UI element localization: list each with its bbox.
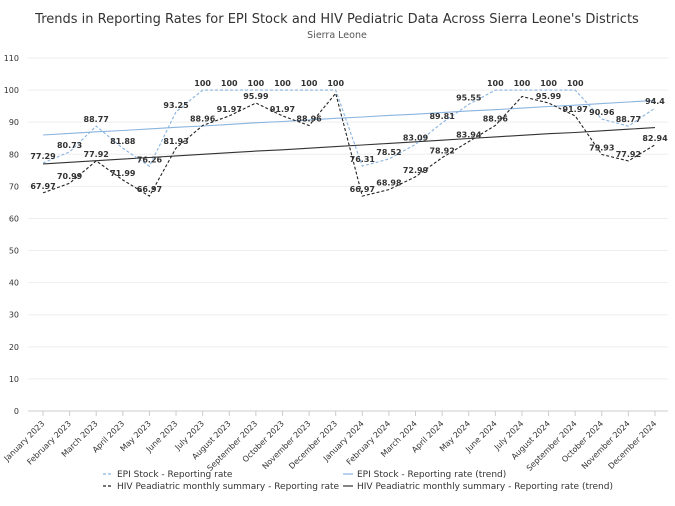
epi-data-label: 88.77 [84, 115, 109, 124]
epi-data-label: 100 [327, 79, 344, 88]
hiv-data-label: 72.99 [403, 166, 429, 175]
series-layer [42, 89, 656, 197]
hiv-data-label: 66.97 [137, 185, 162, 194]
hiv-data-label: 71.99 [110, 169, 136, 178]
y-tick-label: 60 [9, 214, 19, 223]
hiv-data-label: 95.99 [536, 92, 562, 101]
legend-hiv-pediatric-trend-label: HIV Peadiatric monthly summary - Reporti… [357, 482, 613, 492]
epi-data-label: 100 [514, 79, 531, 88]
epi-data-label: 100 [221, 79, 238, 88]
hiv-data-label: 91.97 [270, 105, 295, 114]
hiv-data-label: 70.99 [57, 172, 83, 181]
epi-stock-line [42, 89, 656, 168]
y-tick-label: 90 [9, 118, 19, 127]
x-tick-label: December 2023 [287, 419, 339, 471]
y-tick-label: 70 [9, 182, 19, 191]
hiv-data-label: 95.99 [243, 92, 269, 101]
epi-data-label: 83.09 [403, 133, 429, 142]
x-tick-label: November 2023 [261, 419, 313, 471]
hiv-pediatric-line [42, 92, 656, 197]
chart-subtitle: Sierra Leone [307, 30, 367, 41]
hiv-data-label: 91.97 [563, 105, 588, 114]
hiv-data-label: 82.94 [642, 134, 668, 143]
hiv-data-label: 88.96 [296, 115, 322, 124]
legend-epi-stock-label: EPI Stock - Reporting rate [117, 470, 233, 480]
grid-layer [28, 57, 668, 412]
hiv-data-label: 67.97 [30, 182, 55, 191]
epi-data-label: 76.26 [137, 155, 163, 164]
hiv-data-label: 68.98 [376, 179, 402, 188]
epi-data-label: 77.29 [30, 152, 56, 161]
hiv-data-label: 91.97 [217, 105, 242, 114]
epi-data-label: 81.88 [110, 137, 136, 146]
epi-stock-trend-line [42, 99, 656, 136]
hiv-data-label: 66.97 [350, 185, 375, 194]
epi-data-label: 89.81 [429, 112, 455, 121]
epi-data-label: 95.55 [456, 93, 482, 102]
y-tick-label: 100 [4, 86, 19, 95]
y-tick-label: 0 [14, 407, 19, 416]
y-tick-label: 110 [4, 54, 19, 63]
y-tick-label: 50 [9, 247, 19, 256]
epi-data-label: 100 [487, 79, 504, 88]
epi-data-label: 76.31 [350, 155, 376, 164]
x-tick-label: September 2023 [205, 419, 259, 473]
epi-data-label: 100 [248, 79, 265, 88]
hiv-data-label: 88.96 [483, 115, 509, 124]
epi-data-label: 100 [301, 79, 318, 88]
y-tick-label: 20 [9, 343, 19, 352]
epi-data-label: 78.52 [376, 148, 401, 157]
hiv-data-label: 83.94 [456, 131, 482, 140]
y-tick-label: 40 [9, 279, 19, 288]
y-tick-label: 80 [9, 150, 19, 159]
legend: EPI Stock - Reporting rate HIV Peadiatric… [103, 470, 613, 492]
epi-data-label: 100 [540, 79, 557, 88]
epi-data-label: 90.96 [589, 108, 615, 117]
hiv-data-label: 77.92 [84, 150, 109, 159]
hiv-data-label: 77.92 [616, 150, 641, 159]
y-tick-label: 30 [9, 311, 19, 320]
legend-hiv-pediatric-label: HIV Peadiatric monthly summary - Reporti… [117, 482, 340, 492]
chart-title: Trends in Reporting Rates for EPI Stock … [34, 12, 639, 27]
hiv-data-label: 79.93 [589, 143, 614, 152]
legend-epi-stock-trend-label: EPI Stock - Reporting rate (trend) [357, 470, 506, 480]
y-tick-label: 10 [9, 375, 19, 384]
y-axis: 0 10 20 30 40 50 60 70 80 90 100 110 [4, 54, 19, 416]
epi-data-label: 100 [567, 79, 584, 88]
hiv-data-label: 88.96 [190, 115, 216, 124]
epi-data-label: 88.77 [616, 115, 641, 124]
epi-data-label: 80.73 [57, 141, 82, 150]
x-tick-label: December 2024 [607, 419, 659, 471]
epi-data-label: 100 [194, 79, 211, 88]
hiv-pediatric-trend-line [42, 127, 656, 165]
x-tick-label: November 2024 [580, 419, 632, 471]
epi-data-label: 100 [274, 79, 291, 88]
epi-data-label: 94.4 [645, 97, 665, 106]
x-tick-label: September 2024 [525, 419, 579, 473]
hiv-data-label: 78.92 [429, 147, 454, 156]
epi-data-label: 93.25 [163, 101, 189, 110]
hiv-data-label: 81.93 [163, 137, 188, 146]
